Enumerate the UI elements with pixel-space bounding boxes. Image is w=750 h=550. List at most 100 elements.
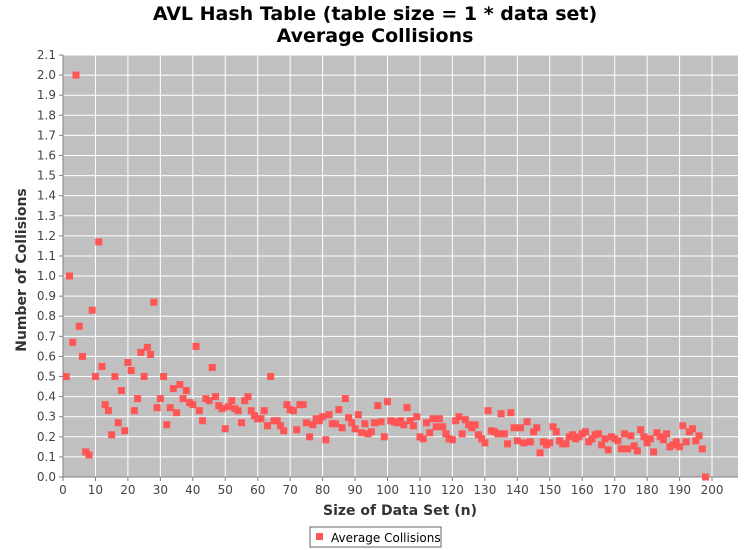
data-point bbox=[494, 430, 502, 438]
data-point bbox=[150, 298, 158, 306]
data-point bbox=[62, 373, 70, 381]
data-point bbox=[358, 429, 366, 437]
axes bbox=[62, 55, 738, 478]
data-point bbox=[695, 432, 703, 440]
data-point bbox=[273, 417, 281, 425]
data-point bbox=[351, 425, 359, 433]
x-tick-label: 10 bbox=[88, 483, 103, 497]
data-point bbox=[338, 424, 346, 432]
data-point bbox=[627, 432, 635, 440]
data-point bbox=[225, 403, 233, 411]
data-point bbox=[624, 445, 632, 453]
x-tick-label: 50 bbox=[218, 483, 233, 497]
data-point bbox=[325, 411, 333, 419]
data-point bbox=[179, 395, 187, 403]
x-tick-label: 160 bbox=[571, 483, 594, 497]
data-point bbox=[530, 428, 538, 436]
x-tick-label: 60 bbox=[250, 483, 265, 497]
data-point bbox=[594, 430, 602, 438]
data-point bbox=[679, 422, 687, 430]
data-points bbox=[62, 71, 710, 481]
x-axis-label: Size of Data Set (n) bbox=[323, 503, 477, 519]
data-point bbox=[199, 417, 207, 425]
data-point bbox=[205, 397, 213, 405]
data-point bbox=[160, 373, 168, 381]
data-point bbox=[98, 362, 106, 370]
data-point bbox=[182, 387, 190, 395]
data-point bbox=[409, 422, 417, 430]
data-point bbox=[371, 419, 379, 427]
data-point bbox=[419, 435, 427, 443]
chart-subtitle: Average Collisions bbox=[277, 25, 474, 47]
data-point bbox=[507, 409, 515, 417]
y-tick-label: 1.1 bbox=[37, 249, 56, 263]
y-axis-label: Number of Collisions bbox=[14, 188, 30, 352]
data-point bbox=[413, 413, 421, 421]
data-point bbox=[568, 431, 576, 439]
data-point bbox=[322, 436, 330, 444]
data-point bbox=[134, 395, 142, 403]
data-point bbox=[280, 427, 288, 435]
data-point bbox=[147, 350, 155, 358]
y-tick-label: 2.1 bbox=[37, 48, 56, 62]
y-tick-label: 1.8 bbox=[37, 108, 56, 122]
data-point bbox=[504, 440, 512, 448]
data-point bbox=[173, 409, 181, 417]
data-point bbox=[140, 373, 148, 381]
legend: Average Collisions bbox=[309, 526, 442, 548]
data-point bbox=[212, 393, 220, 401]
data-point bbox=[458, 430, 466, 438]
y-tick-label: 0.3 bbox=[37, 410, 56, 424]
data-point bbox=[289, 407, 297, 415]
data-point bbox=[137, 348, 145, 356]
data-point bbox=[341, 395, 349, 403]
y-tick-label: 1.5 bbox=[37, 169, 56, 183]
data-point bbox=[319, 413, 327, 421]
y-tick-label: 1.3 bbox=[37, 209, 56, 223]
data-point bbox=[247, 407, 255, 415]
data-point bbox=[306, 433, 314, 441]
data-point bbox=[653, 429, 661, 437]
data-point bbox=[533, 424, 541, 432]
data-point bbox=[455, 413, 463, 421]
data-point bbox=[143, 343, 151, 351]
data-point bbox=[471, 421, 479, 429]
data-point bbox=[663, 430, 671, 438]
data-point bbox=[474, 431, 482, 439]
y-tick-label: 0.1 bbox=[37, 450, 56, 464]
data-point bbox=[302, 419, 310, 427]
data-point bbox=[166, 404, 174, 412]
y-tick-label: 2.0 bbox=[37, 68, 56, 82]
data-point bbox=[163, 421, 171, 429]
data-point bbox=[513, 437, 521, 445]
data-point bbox=[65, 272, 73, 280]
data-point bbox=[510, 424, 518, 432]
data-point bbox=[114, 419, 122, 427]
x-tick-label: 110 bbox=[409, 483, 432, 497]
data-point bbox=[72, 71, 80, 79]
data-point bbox=[69, 338, 77, 346]
data-point bbox=[676, 443, 684, 451]
data-point bbox=[237, 419, 245, 427]
y-tick-label: 1.0 bbox=[37, 269, 56, 283]
data-point bbox=[650, 448, 658, 456]
chart-title: AVL Hash Table (table size = 1 * data se… bbox=[153, 3, 597, 25]
data-point bbox=[95, 238, 103, 246]
data-point bbox=[442, 430, 450, 438]
y-tick-label: 0.6 bbox=[37, 349, 56, 363]
data-point bbox=[520, 439, 528, 447]
data-point bbox=[348, 419, 356, 427]
data-point bbox=[461, 416, 469, 424]
x-tick-label: 70 bbox=[283, 483, 298, 497]
data-point bbox=[208, 363, 216, 371]
data-point bbox=[263, 422, 271, 430]
data-point bbox=[517, 424, 525, 432]
data-point bbox=[497, 410, 505, 418]
x-tick-label: 170 bbox=[603, 483, 626, 497]
legend-label: Average Collisions bbox=[331, 531, 441, 545]
data-point bbox=[377, 418, 385, 426]
data-point bbox=[354, 411, 362, 419]
data-point bbox=[374, 402, 382, 410]
data-point bbox=[267, 373, 275, 381]
data-point bbox=[218, 405, 226, 413]
